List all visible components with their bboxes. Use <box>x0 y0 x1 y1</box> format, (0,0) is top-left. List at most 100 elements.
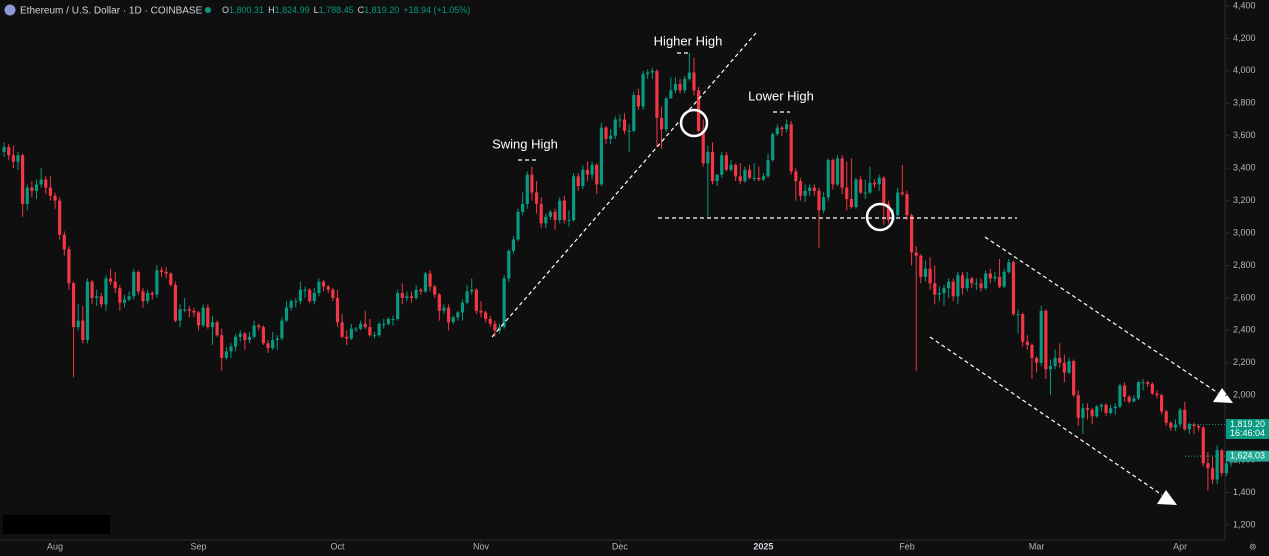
candle-body <box>655 70 659 118</box>
candle-body <box>340 322 344 337</box>
candle-body <box>303 289 307 291</box>
candle-body <box>1099 404 1104 407</box>
channel-lower <box>929 336 1163 496</box>
candle-body <box>558 200 562 221</box>
price-tag <box>1226 450 1269 462</box>
candle-body <box>1072 361 1076 396</box>
candle-body <box>414 289 418 298</box>
candles <box>2 53 1238 491</box>
candle-body <box>183 309 187 311</box>
candle-body <box>743 169 747 182</box>
candle-body <box>854 179 858 208</box>
candle-body <box>326 286 330 290</box>
candle-body <box>521 203 525 212</box>
candle-body <box>1053 357 1057 366</box>
candle-body <box>845 187 849 199</box>
candle-body <box>62 234 66 250</box>
candle-body <box>784 124 789 130</box>
candle-body <box>502 278 506 328</box>
price-tag-label: 1,819.20 <box>1230 419 1265 429</box>
quote-value: 1,800.31 <box>229 5 264 15</box>
candle-body <box>460 302 465 313</box>
candle-body <box>419 289 423 292</box>
candle-body <box>507 250 511 279</box>
y-tick-label: 4,000 <box>1233 65 1256 75</box>
candle-body <box>516 211 520 240</box>
candle-body <box>951 281 955 297</box>
y-tick-label: 2,400 <box>1233 325 1256 335</box>
candle-body <box>747 169 752 178</box>
symbol-title: Ethereum / U.S. Dollar · 1D · COINBASE <box>20 6 203 17</box>
y-tick-label: 2,600 <box>1233 292 1256 302</box>
quote-value: 1,824.99 <box>275 5 310 15</box>
candle-body <box>1058 357 1062 363</box>
candle-body <box>923 268 928 277</box>
candle-body <box>1113 406 1117 409</box>
quote-label: L <box>314 5 319 15</box>
candle-body <box>349 328 353 339</box>
candle-body <box>872 182 877 185</box>
candle-body <box>345 336 349 339</box>
candle-body <box>456 312 460 318</box>
quote: O1,800.31 H1,824.99 L1,788.45 C1,819.20 +18.… <box>222 5 470 15</box>
candle-body <box>210 322 215 328</box>
candle-body <box>34 184 39 191</box>
candle-body <box>1044 310 1048 370</box>
candle-body <box>965 278 969 289</box>
candle-body <box>937 293 941 295</box>
candle-body <box>391 318 395 320</box>
x-tick-label: Sep <box>191 541 207 551</box>
annotation: Swing High <box>492 136 558 151</box>
candle-body <box>1201 427 1205 464</box>
candle-body <box>1187 424 1191 430</box>
candle-body <box>67 249 71 284</box>
y-tick-label: 1,400 <box>1233 487 1256 497</box>
candle-body <box>947 281 951 289</box>
candle-body <box>576 176 580 186</box>
candle-body <box>831 160 835 185</box>
candle-body <box>817 190 821 211</box>
candle-body <box>11 155 15 162</box>
candle-body <box>308 289 312 302</box>
candle-body <box>706 151 710 164</box>
candle-body <box>53 195 57 201</box>
candle-body <box>618 119 622 121</box>
candle-body <box>849 198 853 208</box>
x-tick-label: Feb <box>899 541 915 551</box>
candle-body <box>479 310 483 313</box>
candle-body <box>812 187 816 191</box>
candle-body <box>613 119 617 136</box>
quote-label: O <box>222 5 229 15</box>
candle-body <box>442 307 446 311</box>
y-tick-label: 4,200 <box>1233 33 1256 43</box>
candle-body <box>1016 314 1020 316</box>
candle-body <box>544 216 548 224</box>
quote-label: C <box>358 5 365 15</box>
candle-body <box>571 176 576 221</box>
y-tick-label: 2,000 <box>1233 390 1256 400</box>
quote-value: 1,819.20 <box>364 5 399 15</box>
candle-body <box>118 288 122 303</box>
candle-body <box>905 194 909 216</box>
y-tick-label: 3,000 <box>1233 227 1256 237</box>
candle-body <box>206 307 210 328</box>
quote-label: H <box>268 5 275 15</box>
candle-body <box>650 70 654 73</box>
candle-body <box>271 340 275 349</box>
candle-body <box>720 155 724 175</box>
candle-body <box>780 127 784 130</box>
candle-body <box>155 270 159 295</box>
candle-body <box>16 155 20 162</box>
candle-body <box>95 296 99 298</box>
candle-body <box>993 276 997 279</box>
candle-body <box>76 320 80 328</box>
candle-body <box>835 158 840 185</box>
y-tick-label: 4,400 <box>1233 0 1256 10</box>
candle-body <box>321 281 326 287</box>
candle-body <box>567 220 571 222</box>
candle-body <box>30 187 34 191</box>
candle-body <box>970 278 974 284</box>
channel-upper <box>984 236 1219 394</box>
